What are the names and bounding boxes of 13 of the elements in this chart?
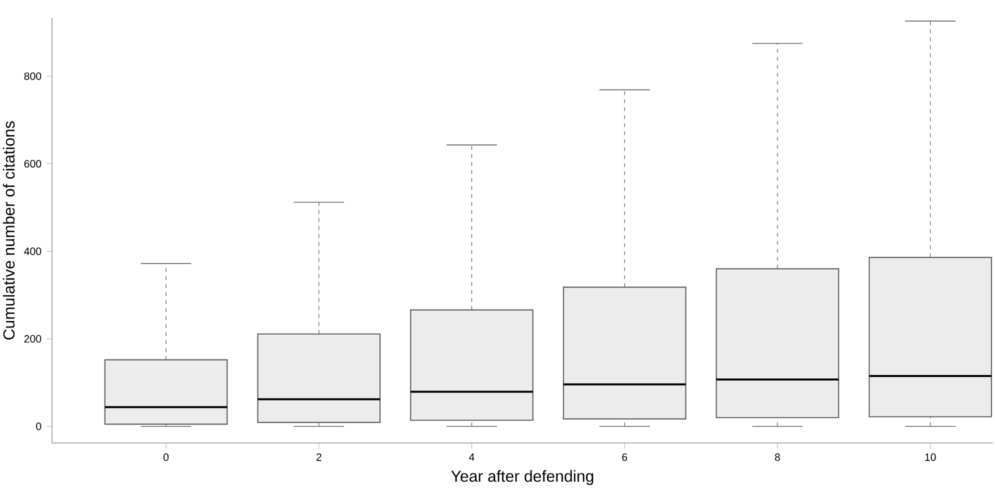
y-tick-label: 800 — [24, 72, 42, 80]
x-tick-label: 4 — [469, 453, 474, 461]
x-tick-label: 10 — [925, 453, 936, 461]
x-tick-label: 2 — [316, 453, 322, 461]
y-axis-title: Cumulative number of citations — [2, 121, 15, 340]
x-tick-label: 8 — [774, 453, 780, 461]
y-tick-label: 0 — [36, 422, 42, 430]
x-tick-label: 0 — [163, 453, 169, 461]
x-axis-title: Year after defending — [451, 470, 594, 486]
x-tick-label: 6 — [622, 453, 628, 461]
y-tick-label: 600 — [24, 160, 42, 168]
y-tick-label: 400 — [24, 248, 42, 256]
y-tick-label: 200 — [24, 335, 42, 343]
